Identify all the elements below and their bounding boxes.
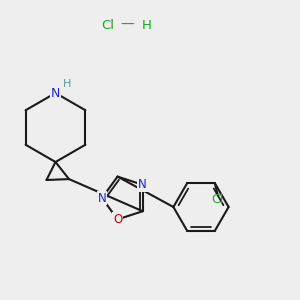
Text: H: H xyxy=(63,79,72,89)
Text: Cl: Cl xyxy=(212,193,224,206)
Text: N: N xyxy=(51,86,60,100)
Text: Cl: Cl xyxy=(101,19,115,32)
Text: N: N xyxy=(98,191,106,205)
Text: —: — xyxy=(121,18,134,32)
Text: O: O xyxy=(113,213,122,226)
Text: N: N xyxy=(138,178,147,191)
Text: H: H xyxy=(142,19,152,32)
